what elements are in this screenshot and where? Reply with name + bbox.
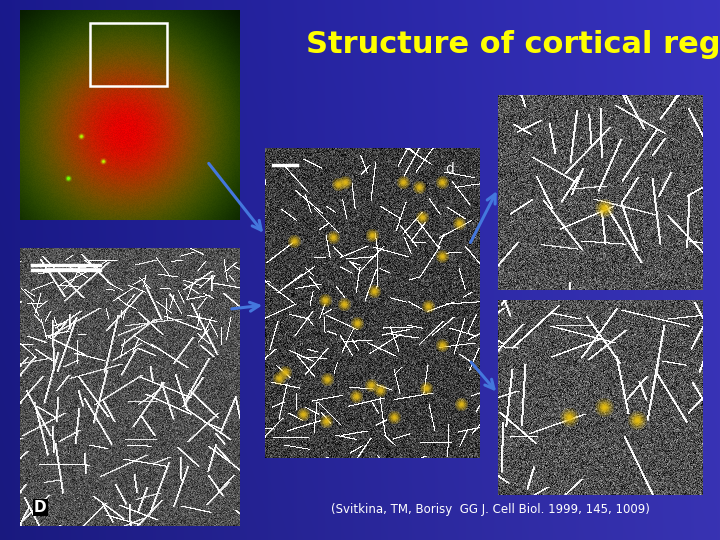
Text: d: d [446,162,454,176]
Bar [91,23,167,86]
Text: D: D [34,500,47,515]
Text: (Svitkina, TM, Borisy  GG J. Cell Biol. 1999, 145, 1009): (Svitkina, TM, Borisy GG J. Cell Biol. 1… [330,503,649,516]
Text: Structure of cortical region: Structure of cortical region [306,30,720,59]
